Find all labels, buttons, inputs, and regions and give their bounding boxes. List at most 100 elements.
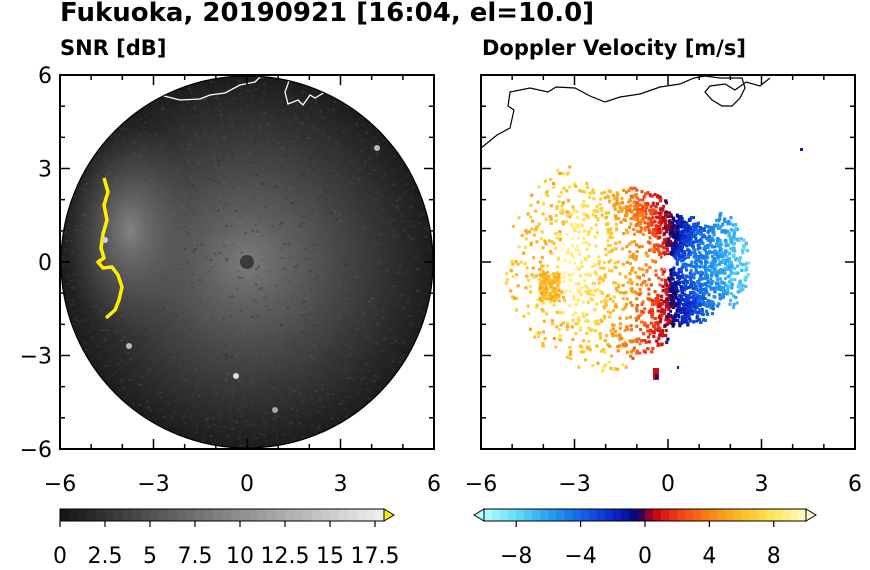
snr-speckle: [73, 317, 77, 320]
snr-speckle: [183, 380, 187, 382]
snr-speckle: [160, 104, 164, 107]
doppler-gate: [688, 303, 692, 307]
snr-speckle: [172, 129, 176, 132]
doppler-gate: [704, 224, 707, 228]
snr-speckle: [120, 380, 124, 383]
snr-speckle: [118, 367, 122, 370]
snr-speckle: [243, 177, 247, 180]
doppler-gate: [567, 283, 571, 287]
snr-speckle: [237, 79, 241, 82]
snr-speckle: [239, 108, 243, 111]
snr-speckle: [361, 139, 365, 142]
snr-speckle: [324, 343, 328, 346]
doppler-gate: [560, 290, 564, 294]
snr-radial-streak: [240, 76, 248, 263]
snr-speckle: [129, 360, 133, 363]
doppler-gate: [613, 329, 617, 333]
snr-speckle: [305, 297, 309, 299]
snr-speckle: [222, 206, 226, 209]
snr-speckle: [162, 339, 166, 342]
snr-speckle: [285, 276, 289, 279]
snr-speckle: [254, 224, 258, 227]
snr-speckle: [167, 402, 170, 405]
snr-speckle: [426, 228, 430, 231]
doppler-gate: [651, 216, 655, 220]
snr-speckle: [376, 286, 380, 289]
doppler-gate: [524, 274, 528, 278]
snr-speckle: [155, 406, 159, 409]
snr-xtick-label: 3: [334, 472, 348, 497]
snr-speckle: [182, 377, 185, 380]
doppler-gate: [552, 241, 556, 245]
snr-speckle: [140, 117, 143, 120]
snr-speckle: [419, 221, 422, 224]
snr-speckle: [351, 232, 355, 235]
doppler-gate: [646, 225, 650, 229]
doppler-gate: [739, 289, 743, 293]
snr-speckle: [314, 389, 318, 392]
snr-axis-ticks: [59, 74, 435, 450]
doppler-gate: [672, 225, 676, 229]
snr-speckle: [411, 225, 415, 227]
snr-speckle: [306, 100, 310, 103]
doppler-gate: [626, 350, 629, 354]
snr-speckle: [350, 135, 354, 138]
snr-speckle: [390, 168, 394, 171]
snr-speckle: [357, 388, 361, 391]
snr-speckle: [224, 343, 228, 346]
doppler-gate: [709, 243, 713, 247]
snr-speckle: [297, 125, 301, 128]
doppler-gate: [581, 241, 585, 245]
snr-speckle: [195, 423, 199, 426]
doppler-gate: [721, 222, 725, 226]
snr-speckle: [224, 202, 228, 205]
snr-speckle: [288, 287, 292, 290]
snr-speckle: [260, 287, 264, 290]
snr-speckle: [183, 358, 187, 361]
snr-speckle: [253, 196, 256, 199]
snr-speckle: [318, 399, 322, 402]
snr-speckle: [294, 265, 298, 268]
snr-bright-speck: [272, 407, 278, 413]
snr-speckle: [370, 235, 374, 238]
snr-speckle: [381, 349, 385, 352]
snr-speckle: [290, 422, 294, 425]
snr-speckle: [370, 144, 374, 147]
snr-speckle: [344, 344, 348, 347]
doppler-gate: [597, 277, 601, 281]
snr-speckle: [299, 404, 302, 407]
snr-speckle: [369, 267, 373, 270]
snr-speckle: [298, 222, 302, 225]
doppler-gate: [596, 217, 600, 221]
snr-speckle: [362, 244, 366, 247]
doppler-gate: [728, 280, 731, 284]
snr-speckle: [307, 313, 311, 315]
snr-speckle: [239, 248, 242, 251]
doppler-gate: [591, 213, 595, 217]
snr-speckle: [250, 125, 254, 128]
snr-speckle: [275, 300, 279, 303]
doppler-gate: [660, 244, 664, 248]
doppler-gate: [662, 204, 665, 208]
snr-speckle: [215, 393, 219, 395]
doppler-gate: [737, 284, 741, 288]
doppler-gate: [592, 197, 596, 201]
snr-speckle: [367, 130, 371, 133]
snr-radial-streak: [246, 76, 267, 263]
doppler-gate: [734, 271, 738, 275]
doppler-gate: [741, 251, 745, 255]
snr-speckle: [214, 243, 218, 246]
snr-speckle: [336, 203, 339, 206]
doppler-gate: [633, 232, 636, 236]
doppler-gate: [635, 297, 639, 301]
doppler-gate: [704, 309, 708, 313]
snr-speckle: [267, 308, 271, 311]
doppler-gate: [630, 268, 634, 272]
doppler-gate: [738, 287, 742, 290]
snr-speckle: [320, 235, 324, 238]
snr-speckle: [370, 379, 374, 382]
doppler-gate: [660, 278, 664, 282]
snr-speckle: [373, 379, 377, 382]
snr-speckle: [228, 295, 232, 298]
doppler-gate: [677, 315, 681, 319]
